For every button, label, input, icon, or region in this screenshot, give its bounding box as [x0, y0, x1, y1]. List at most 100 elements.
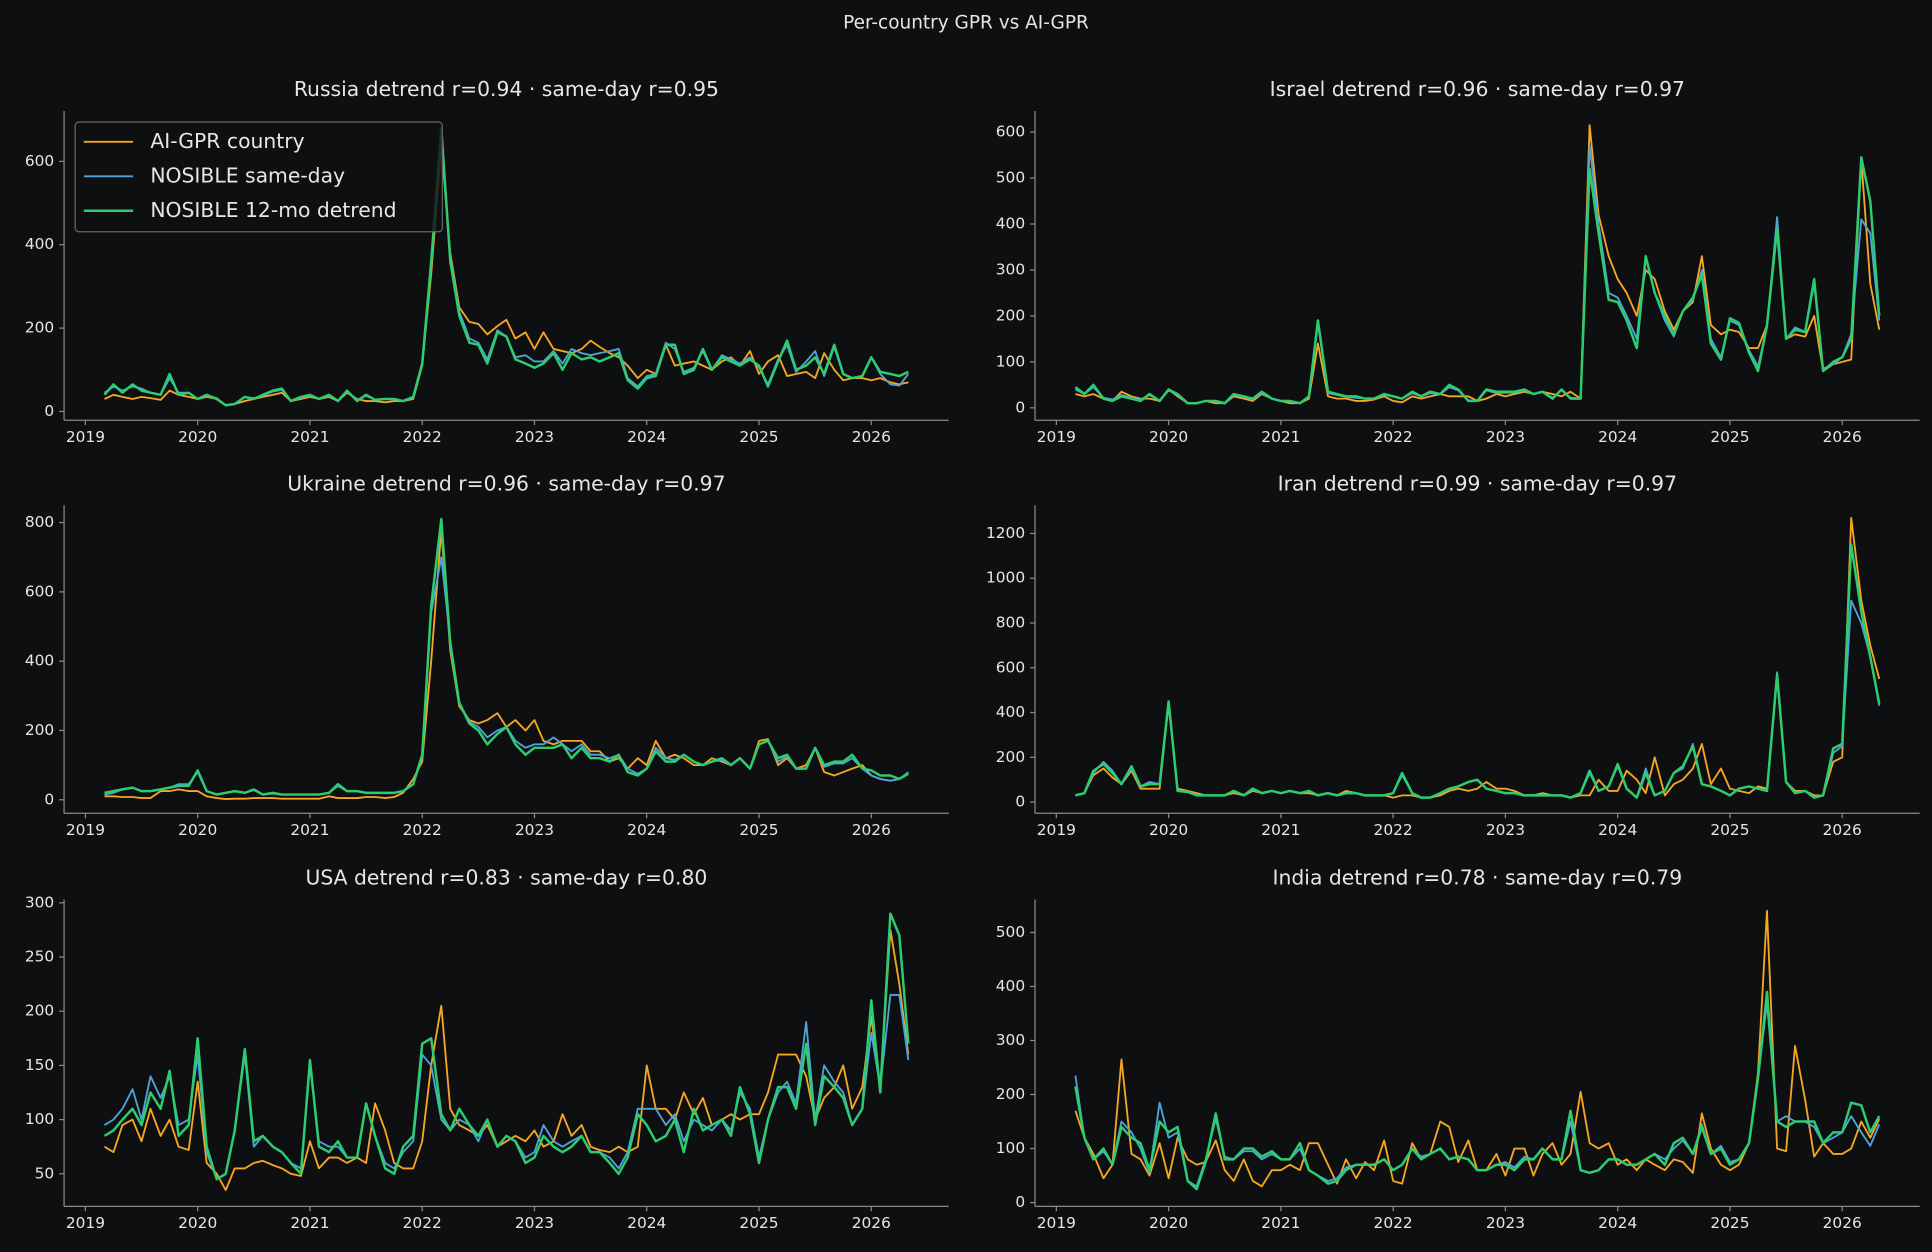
subplot-title: Iran detrend r=0.99 · same-day r=0.97 [1278, 471, 1677, 495]
y-tick-label: 200 [996, 748, 1025, 766]
y-tick-label: 300 [996, 1031, 1025, 1049]
subplot: USA detrend r=0.83 · same-day r=0.80 50 10… [25, 866, 949, 1232]
x-tick-label: 2023 [515, 1214, 554, 1232]
x-tick-label: 2024 [1598, 1214, 1637, 1232]
x-tick-label: 2019 [1037, 1214, 1076, 1232]
legend-label: AI-GPR country [150, 129, 304, 153]
x-tick-label: 2020 [1149, 821, 1188, 839]
legend-box [74, 121, 443, 233]
y-tick-label: 600 [996, 123, 1025, 141]
x-tick-label: 2021 [1261, 1214, 1300, 1232]
subplot-title: Israel detrend r=0.96 · same-day r=0.97 [1270, 77, 1685, 101]
y-tick-label: 800 [996, 614, 1025, 632]
x-tick-label: 2022 [403, 1214, 442, 1232]
x-tick-label: 2019 [1037, 821, 1076, 839]
x-tick-label: 2025 [739, 821, 778, 839]
y-tick-label: 250 [25, 947, 54, 965]
x-tick-label: 2019 [1037, 428, 1076, 446]
x-tick-label: 2019 [66, 428, 105, 446]
x-tick-label: 2020 [1149, 428, 1188, 446]
y-tick-label: 300 [996, 260, 1025, 278]
y-tick-label: 400 [996, 977, 1025, 995]
series-line [1075, 543, 1881, 799]
x-tick-label: 2022 [1374, 1214, 1413, 1232]
y-tick-label: 200 [996, 306, 1025, 324]
x-tick-label: 2022 [403, 428, 442, 446]
x-tick-label: 2025 [1710, 428, 1749, 446]
y-tick-label: 0 [1015, 1193, 1025, 1211]
y-tick-label: 50 [35, 1164, 55, 1182]
x-tick-label: 2024 [627, 428, 666, 446]
y-tick-label: 200 [25, 1002, 54, 1020]
y-tick-label: 200 [996, 1085, 1025, 1103]
x-tick-label: 2026 [852, 1214, 891, 1232]
subplot: Israel detrend r=0.96 · same-day r=0.97 0… [996, 77, 1920, 446]
x-tick-label: 2026 [1823, 428, 1862, 446]
x-tick-label: 2023 [1486, 428, 1525, 446]
figure-title: Per-country GPR vs AI-GPR [843, 12, 1089, 33]
y-tick-label: 200 [25, 721, 54, 739]
x-tick-label: 2020 [178, 1214, 217, 1232]
x-tick-label: 2024 [1598, 821, 1637, 839]
y-tick-label: 0 [1015, 793, 1025, 811]
y-tick-label: 0 [1015, 398, 1025, 416]
y-tick-label: 150 [25, 1056, 54, 1074]
y-tick-label: 0 [44, 790, 54, 808]
y-tick-label: 600 [25, 152, 54, 170]
x-tick-label: 2026 [852, 428, 891, 446]
y-tick-label: 500 [996, 923, 1025, 941]
series-line [103, 126, 909, 407]
y-tick-label: 600 [25, 582, 54, 600]
y-tick-label: 400 [25, 652, 54, 670]
legend-label: NOSIBLE 12-mo detrend [150, 198, 396, 222]
y-tick-label: 100 [25, 1110, 54, 1128]
y-tick-label: 400 [25, 235, 54, 253]
x-tick-label: 2021 [290, 821, 329, 839]
y-tick-label: 1200 [986, 524, 1025, 542]
x-tick-label: 2024 [627, 1214, 666, 1232]
series-line [1074, 156, 1881, 405]
subplot-title: Russia detrend r=0.94 · same-day r=0.95 [294, 77, 719, 101]
y-tick-label: 0 [44, 402, 54, 420]
x-tick-label: 2020 [178, 821, 217, 839]
x-tick-label: 2021 [1261, 821, 1300, 839]
x-tick-label: 2026 [852, 821, 891, 839]
x-tick-label: 2026 [1823, 821, 1862, 839]
x-tick-label: 2025 [1710, 821, 1749, 839]
y-tick-label: 400 [996, 215, 1025, 233]
legend: AI-GPR country NOSIBLE same-day NOSIBLE 12… [74, 121, 443, 233]
x-tick-label: 2019 [66, 1214, 105, 1232]
x-tick-label: 2023 [1486, 821, 1525, 839]
x-tick-label: 2022 [1374, 821, 1413, 839]
subplot: Russia detrend r=0.94 · same-day r=0.95 0… [25, 77, 949, 446]
legend-label: NOSIBLE same-day [150, 163, 345, 187]
x-tick-label: 2022 [1374, 428, 1413, 446]
x-tick-label: 2025 [739, 428, 778, 446]
y-tick-label: 1000 [986, 569, 1025, 587]
y-tick-label: 300 [25, 893, 54, 911]
subplot-title: India detrend r=0.78 · same-day r=0.79 [1273, 866, 1683, 890]
x-tick-label: 2024 [627, 821, 666, 839]
x-tick-label: 2021 [1261, 428, 1300, 446]
y-tick-label: 200 [25, 319, 54, 337]
x-tick-label: 2022 [403, 821, 442, 839]
series-line [1074, 990, 1881, 1191]
subplot: Iran detrend r=0.99 · same-day r=0.97 0 20… [986, 471, 1920, 839]
x-tick-label: 2021 [290, 1214, 329, 1232]
subplot: India detrend r=0.78 · same-day r=0.79 0 1… [996, 866, 1920, 1232]
x-tick-label: 2025 [739, 1214, 778, 1232]
series-line [104, 928, 910, 1191]
x-tick-label: 2025 [1710, 1214, 1749, 1232]
x-tick-label: 2021 [290, 428, 329, 446]
x-tick-label: 2019 [66, 821, 105, 839]
x-tick-label: 2023 [1486, 1214, 1525, 1232]
y-tick-label: 800 [25, 513, 54, 531]
x-tick-label: 2020 [178, 428, 217, 446]
x-tick-label: 2026 [1823, 1214, 1862, 1232]
series-line [104, 517, 909, 796]
x-tick-label: 2023 [515, 821, 554, 839]
x-tick-label: 2024 [1598, 428, 1637, 446]
x-tick-label: 2023 [515, 428, 554, 446]
